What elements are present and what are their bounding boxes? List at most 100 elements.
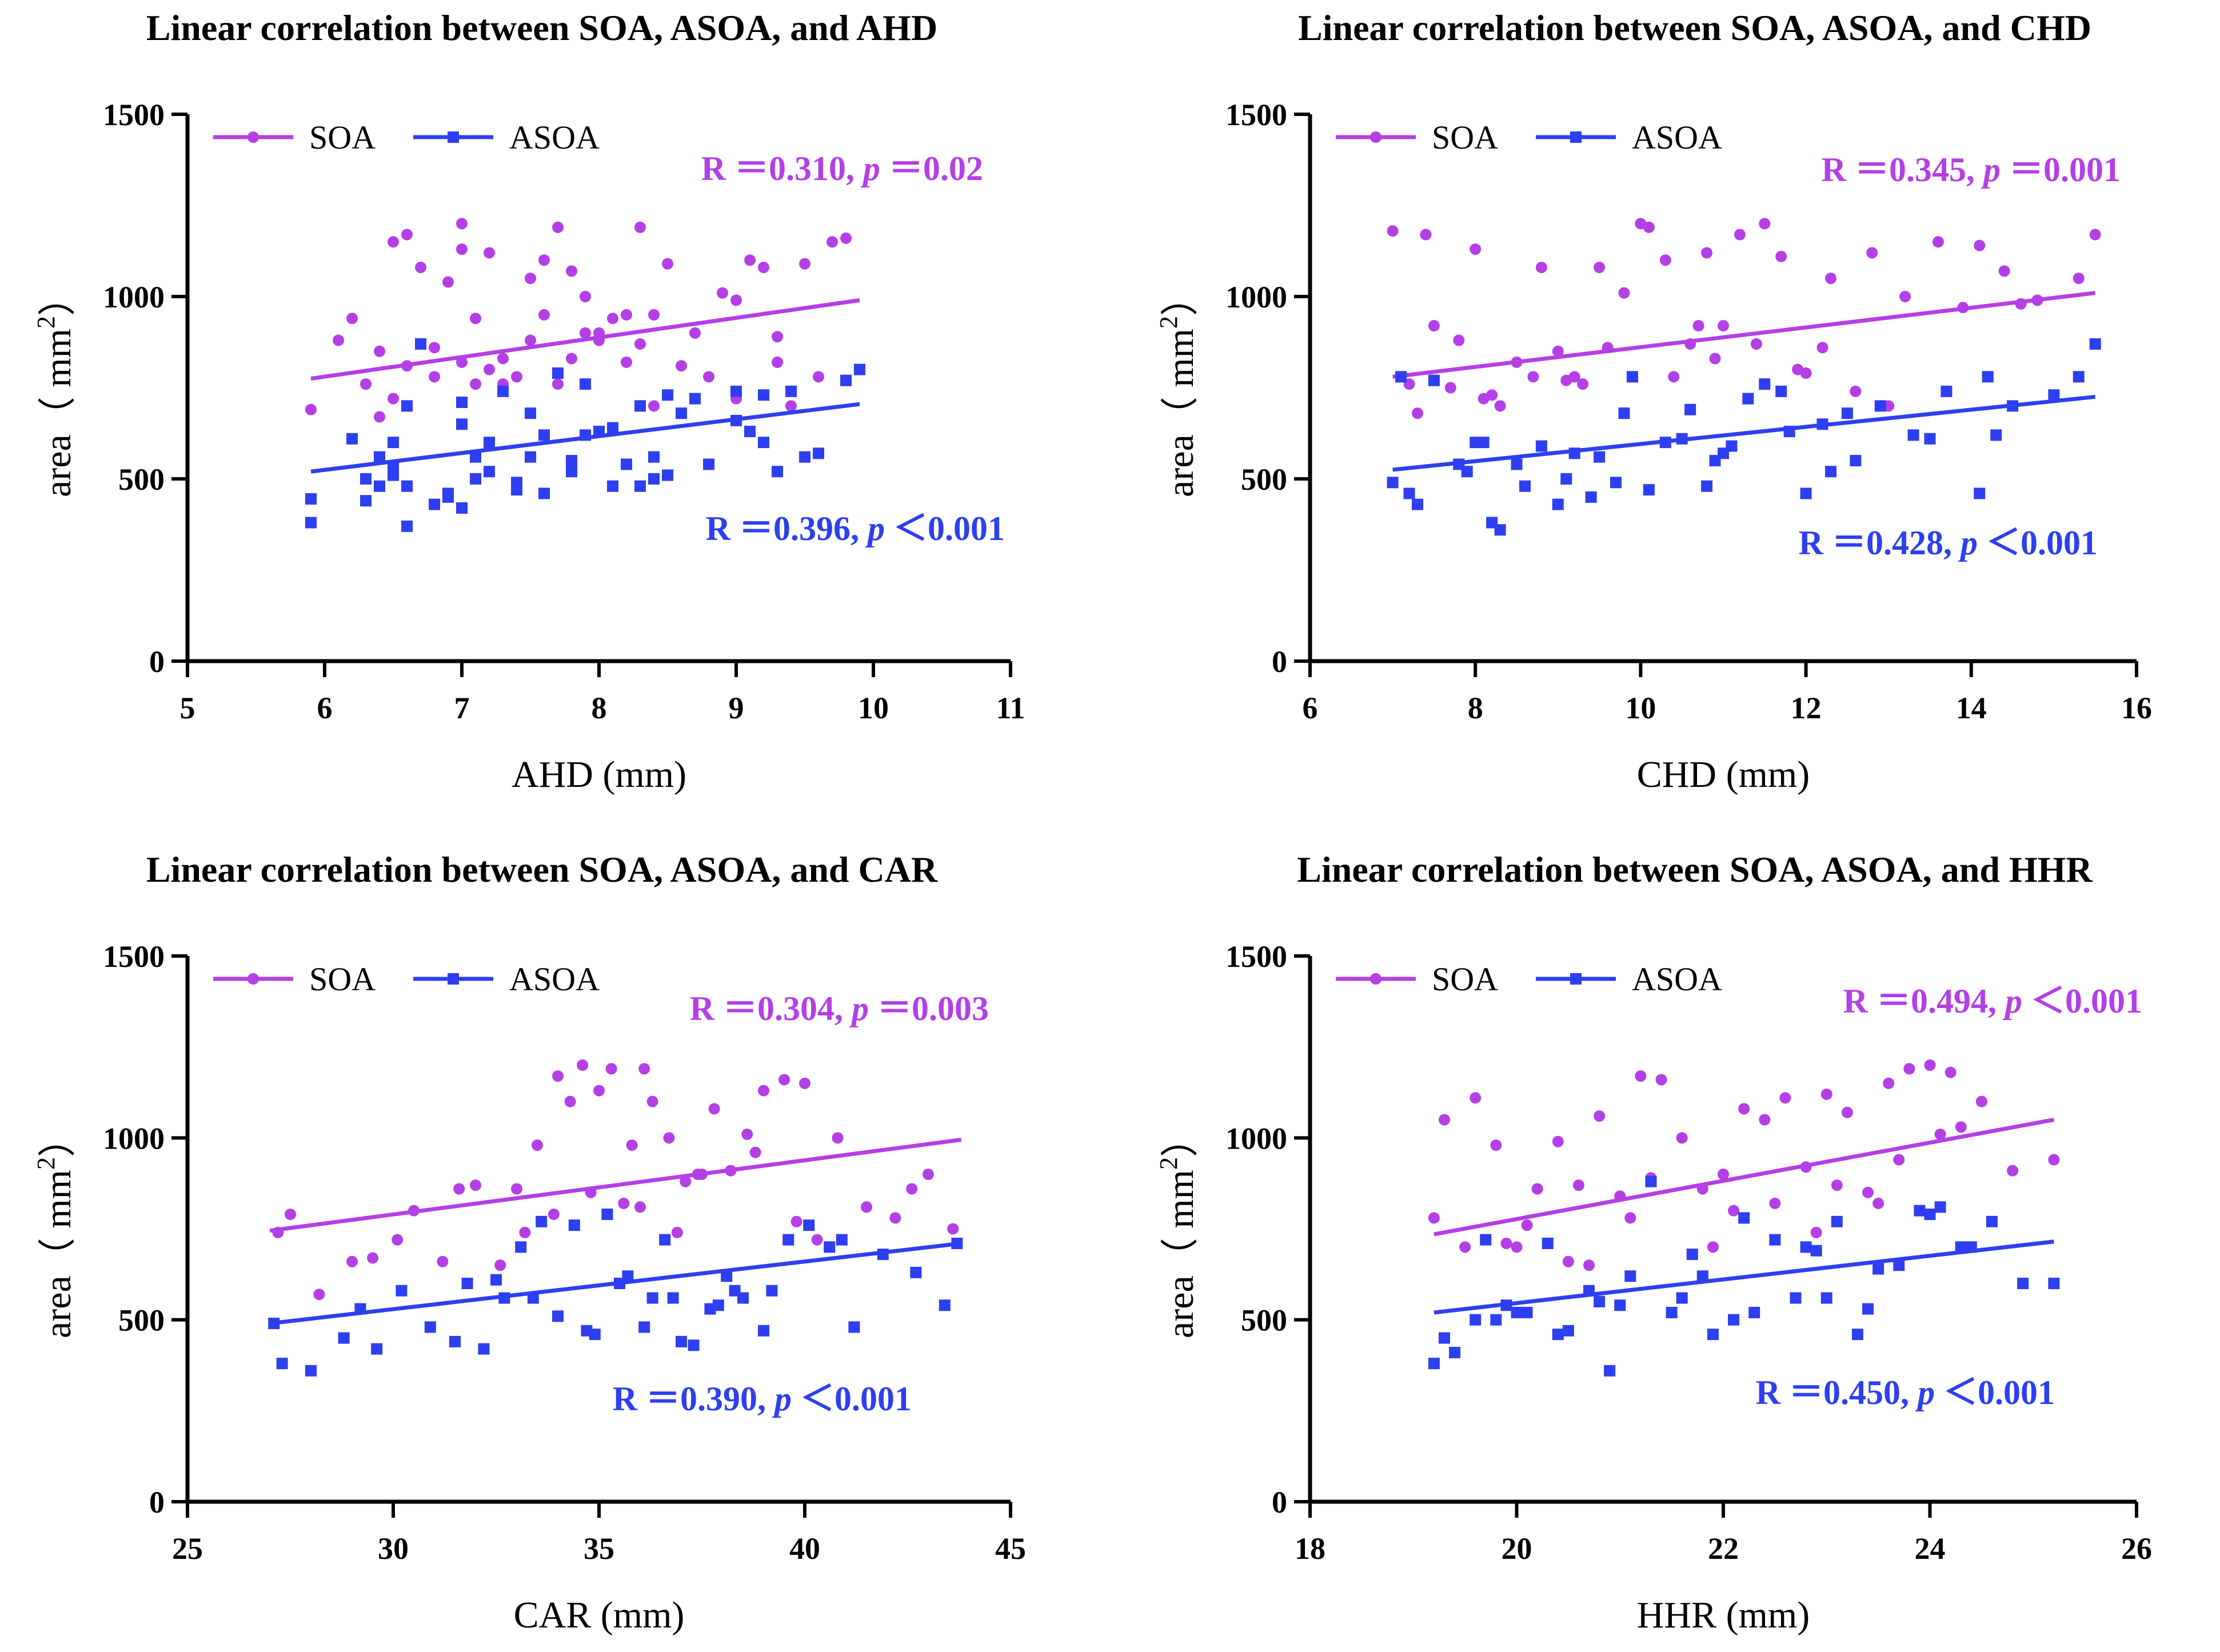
data-point-soa bbox=[2089, 229, 2101, 241]
data-point-soa bbox=[605, 1063, 617, 1075]
data-point-asoa bbox=[374, 451, 385, 463]
stat-r: R ＝0.304, bbox=[690, 990, 852, 1027]
stat-r: R ＝0.310, bbox=[701, 150, 863, 187]
stat-p-value: ＝0.001 bbox=[2009, 151, 2121, 189]
x-axis-label: AHD (mm) bbox=[512, 754, 686, 795]
legend-label-soa: SOA bbox=[309, 119, 376, 156]
data-point-asoa bbox=[511, 484, 522, 496]
y-axis-label-main: area（ mm bbox=[1160, 329, 1201, 497]
stat-r: R ＝0.390, bbox=[613, 1380, 774, 1418]
data-point-soa bbox=[548, 1209, 560, 1221]
y-axis-label-close: ） bbox=[1160, 1119, 1201, 1157]
data-point-asoa bbox=[2048, 1278, 2060, 1289]
data-point-asoa bbox=[1709, 455, 1721, 467]
x-tick-label: 20 bbox=[1502, 1531, 1532, 1566]
data-point-soa bbox=[1824, 273, 1836, 285]
data-point-soa bbox=[1955, 1121, 1967, 1133]
data-point-asoa bbox=[621, 458, 632, 470]
x-tick-label: 16 bbox=[2121, 691, 2152, 725]
data-point-soa bbox=[646, 1095, 658, 1107]
data-point-asoa bbox=[703, 458, 714, 470]
data-point-asoa bbox=[1851, 1329, 1863, 1341]
x-tick-label: 35 bbox=[584, 1531, 614, 1566]
data-point-soa bbox=[889, 1212, 901, 1224]
data-point-asoa bbox=[552, 367, 564, 379]
y-axis-label-close: ） bbox=[37, 1119, 79, 1157]
data-point-asoa bbox=[2089, 338, 2101, 350]
y-axis-label-superscript: 2 bbox=[1155, 1157, 1183, 1170]
data-point-asoa bbox=[1769, 1234, 1781, 1246]
data-point-asoa bbox=[536, 1215, 548, 1227]
data-point-asoa bbox=[1470, 1314, 1482, 1326]
x-tick-label: 22 bbox=[1708, 1531, 1739, 1566]
data-point-soa bbox=[1387, 225, 1399, 237]
legend-marker-asoa bbox=[448, 131, 459, 143]
data-point-asoa bbox=[484, 437, 495, 449]
data-point-soa bbox=[749, 1146, 761, 1158]
data-point-asoa bbox=[1494, 524, 1506, 536]
data-point-asoa bbox=[1511, 1306, 1523, 1318]
stat-p-symbol: p bbox=[1958, 524, 1986, 562]
data-point-soa bbox=[680, 1175, 692, 1187]
data-point-asoa bbox=[1940, 385, 1953, 397]
data-point-asoa bbox=[566, 455, 577, 467]
data-point-soa bbox=[525, 334, 536, 346]
data-point-asoa bbox=[1872, 1263, 1884, 1275]
data-point-asoa bbox=[758, 437, 769, 449]
data-point-asoa bbox=[1726, 440, 1738, 452]
data-point-asoa bbox=[813, 447, 824, 459]
data-point-asoa bbox=[1974, 487, 1986, 499]
data-point-soa bbox=[1659, 254, 1671, 266]
data-point-asoa bbox=[782, 1234, 794, 1246]
data-point-soa bbox=[772, 356, 783, 368]
data-point-asoa bbox=[2017, 1278, 2029, 1289]
legend-label-soa: SOA bbox=[309, 961, 376, 998]
data-point-soa bbox=[676, 360, 687, 372]
data-point-soa bbox=[1820, 1088, 1832, 1100]
data-point-soa bbox=[671, 1226, 683, 1238]
data-point-asoa bbox=[1759, 378, 1771, 390]
data-point-asoa bbox=[607, 480, 618, 492]
data-point-asoa bbox=[1934, 1201, 1946, 1213]
x-tick-label: 9 bbox=[729, 691, 744, 725]
data-point-asoa bbox=[676, 407, 687, 419]
data-point-asoa bbox=[1521, 1306, 1533, 1318]
data-point-soa bbox=[1850, 385, 1862, 397]
data-point-asoa bbox=[1428, 1358, 1440, 1370]
data-point-soa bbox=[778, 1074, 790, 1086]
x-axis-label: HHR (mm) bbox=[1637, 1594, 1810, 1636]
y-tick-label: 1000 bbox=[1225, 1121, 1287, 1155]
data-point-asoa bbox=[1585, 491, 1597, 503]
data-point-soa bbox=[1738, 1103, 1750, 1115]
data-point-asoa bbox=[1914, 1205, 1926, 1217]
data-point-soa bbox=[689, 327, 701, 339]
data-point-soa bbox=[1531, 1183, 1543, 1195]
data-point-soa bbox=[730, 294, 742, 306]
y-tick-label: 0 bbox=[149, 645, 165, 679]
data-point-asoa bbox=[607, 422, 618, 434]
data-point-soa bbox=[484, 247, 495, 259]
data-point-asoa bbox=[388, 437, 399, 449]
data-point-asoa bbox=[1594, 451, 1606, 463]
data-point-soa bbox=[456, 218, 468, 230]
x-tick-label: 8 bbox=[1468, 691, 1483, 725]
data-point-soa bbox=[532, 1139, 543, 1151]
legend-label-asoa: ASOA bbox=[509, 119, 600, 156]
data-point-soa bbox=[519, 1226, 531, 1238]
data-point-soa bbox=[607, 313, 618, 325]
data-point-asoa bbox=[1701, 480, 1713, 492]
data-point-asoa bbox=[1684, 403, 1696, 415]
data-point-soa bbox=[1862, 1186, 1874, 1198]
data-point-soa bbox=[1718, 320, 1729, 332]
data-point-soa bbox=[593, 1085, 605, 1097]
data-point-asoa bbox=[1924, 433, 1936, 445]
stat-p-symbol: p bbox=[1981, 151, 2009, 189]
x-tick-label: 30 bbox=[378, 1531, 409, 1566]
data-point-soa bbox=[511, 1183, 522, 1195]
x-tick-label: 8 bbox=[592, 691, 607, 725]
stat-p-value: ＜0.001 bbox=[800, 1380, 912, 1418]
data-point-soa bbox=[470, 1179, 481, 1191]
x-tick-label: 5 bbox=[180, 691, 195, 725]
data-point-asoa bbox=[415, 338, 426, 350]
data-point-soa bbox=[552, 1070, 564, 1082]
